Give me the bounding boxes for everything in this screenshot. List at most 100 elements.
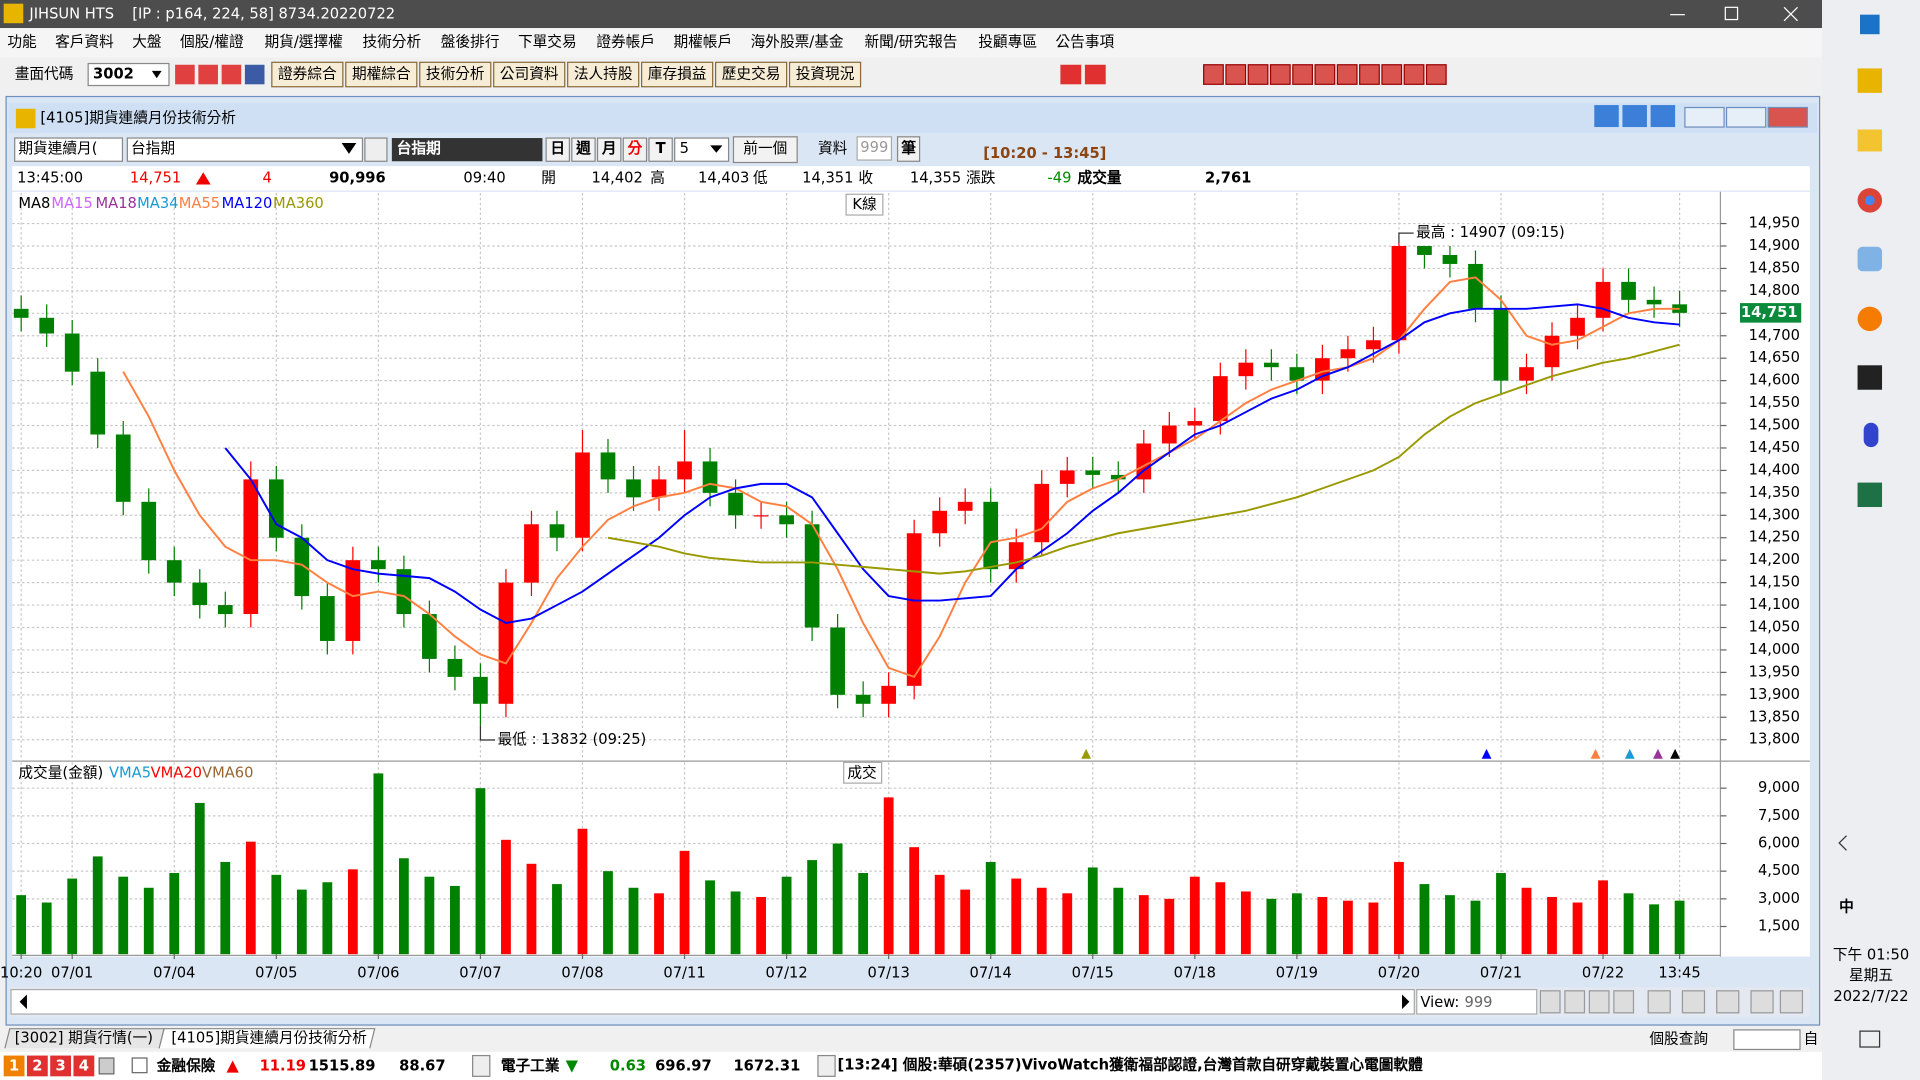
menu-item[interactable]: 大盤 [132, 34, 162, 51]
count-unit-button[interactable] [896, 136, 921, 162]
scrollbar[interactable] [10, 988, 1415, 1015]
toolbar-icon[interactable] [1225, 64, 1247, 85]
scroll-left[interactable] [19, 994, 27, 1010]
toolbar-button[interactable] [493, 61, 566, 88]
tool[interactable] [1613, 990, 1635, 1014]
page-button[interactable] [73, 1055, 95, 1077]
candle-body [1519, 367, 1534, 381]
toolbar-icon[interactable] [1359, 64, 1380, 85]
tool[interactable] [1681, 990, 1706, 1014]
paint-icon[interactable] [1857, 246, 1883, 272]
toolbar-button[interactable] [567, 61, 640, 88]
ime[interactable]: 中 [1839, 898, 1854, 916]
symbol-dropdown[interactable] [341, 142, 357, 154]
interval-dropdown[interactable] [710, 145, 723, 153]
count-input[interactable] [856, 136, 893, 161]
panel-max[interactable] [1725, 106, 1767, 128]
menu-item[interactable]: 個股/權證 [180, 34, 244, 51]
tool[interactable] [1564, 990, 1586, 1014]
ticker-dropdown[interactable] [817, 1054, 836, 1077]
tool[interactable] [1716, 990, 1740, 1014]
page-button[interactable] [26, 1055, 48, 1077]
scroll-right[interactable] [1402, 994, 1410, 1010]
panel-btn-help[interactable] [1650, 105, 1676, 128]
toolbar-icon[interactable] [1247, 64, 1269, 85]
close[interactable] [1783, 6, 1798, 22]
tool[interactable] [1647, 990, 1671, 1014]
toolbar-icon[interactable] [1425, 64, 1447, 85]
toolbar-button[interactable] [641, 61, 714, 88]
symbol-input[interactable] [126, 137, 364, 162]
checkbox[interactable] [131, 1057, 148, 1074]
view-box[interactable] [1416, 988, 1538, 1015]
toolbar-icon[interactable] [1381, 64, 1403, 85]
menu-item[interactable]: 公告事項 [1056, 34, 1115, 51]
tool[interactable] [1779, 990, 1804, 1014]
toolbar-icon[interactable] [1336, 64, 1358, 85]
toolbar-button[interactable] [345, 61, 418, 88]
menu-item[interactable]: 功能 [7, 34, 37, 51]
tool[interactable] [1539, 990, 1561, 1014]
volume-bar [985, 861, 996, 955]
app-tray-icon[interactable] [1857, 68, 1883, 93]
period-button[interactable] [545, 137, 570, 162]
toolbar-icon[interactable] [198, 64, 218, 85]
series-select[interactable] [14, 137, 124, 162]
notes-icon[interactable] [1857, 365, 1883, 390]
search-button[interactable]: 自 [1804, 1031, 1819, 1048]
code-dropdown[interactable] [151, 70, 162, 79]
candle-body [524, 524, 539, 583]
notifications[interactable] [1859, 1030, 1881, 1048]
toolbar-icon[interactable] [1084, 64, 1106, 85]
menu-item[interactable]: 海外股票/基金 [751, 34, 844, 51]
maximize[interactable] [1724, 6, 1739, 21]
prev-button[interactable] [732, 136, 798, 164]
panel-btn-t[interactable] [1622, 105, 1647, 128]
menu-item[interactable]: 投顧專區 [978, 34, 1037, 51]
period-button[interactable] [648, 137, 673, 162]
panel-close[interactable] [1767, 106, 1808, 128]
code-input[interactable] [87, 62, 170, 87]
flask-icon[interactable] [1863, 422, 1879, 448]
period-button[interactable] [622, 137, 648, 162]
toolbar-button[interactable] [271, 61, 344, 88]
toolbar-button[interactable] [419, 61, 492, 88]
toolbar-icon[interactable] [175, 64, 195, 85]
page-button[interactable] [3, 1055, 25, 1077]
toolbar-icon[interactable] [1292, 64, 1314, 85]
folder-icon[interactable] [1857, 129, 1883, 152]
menu-item[interactable]: 期權帳戶 [673, 34, 732, 51]
menu-item[interactable]: 盤後排行 [441, 34, 500, 51]
toolbar-icon[interactable] [221, 64, 242, 85]
panel-min[interactable] [1684, 106, 1725, 128]
panel-btn-up[interactable] [1594, 105, 1619, 128]
chevron[interactable] [1838, 835, 1847, 851]
start-icon[interactable] [1860, 14, 1880, 35]
menu-item[interactable]: 下單交易 [518, 33, 577, 51]
page-button[interactable] [50, 1055, 72, 1077]
browser-icon[interactable] [1857, 306, 1883, 332]
menu-item[interactable]: 新聞/研究報告 [864, 34, 957, 51]
period-button[interactable] [571, 137, 596, 162]
tab-active[interactable] [158, 1028, 376, 1049]
interval-select[interactable] [674, 137, 730, 162]
tool[interactable] [1588, 990, 1610, 1014]
toolbar-icon[interactable] [1203, 64, 1224, 85]
ticker-dropdown[interactable] [472, 1054, 491, 1077]
toolbar-icon[interactable] [1314, 64, 1336, 85]
menu-item[interactable]: 期貨/選擇權 [264, 33, 343, 51]
period-button[interactable] [596, 137, 622, 162]
tool[interactable] [1750, 990, 1774, 1014]
excel-icon[interactable] [1857, 482, 1883, 508]
toolbar-icon[interactable] [244, 64, 265, 85]
toolbar-icon[interactable] [1269, 64, 1291, 85]
toolbar-button[interactable] [788, 61, 862, 88]
toolbar-button[interactable] [714, 61, 788, 88]
menu-item[interactable]: 證券帳戶 [596, 34, 655, 51]
toolbar-icon[interactable] [1060, 64, 1082, 85]
menu-item[interactable]: 技術分析 [362, 34, 421, 51]
search-btn[interactable] [364, 137, 388, 162]
toolbar-icon[interactable] [1403, 64, 1425, 85]
menu-item[interactable]: 客戶資料 [55, 34, 114, 51]
search-input[interactable] [1733, 1029, 1801, 1051]
